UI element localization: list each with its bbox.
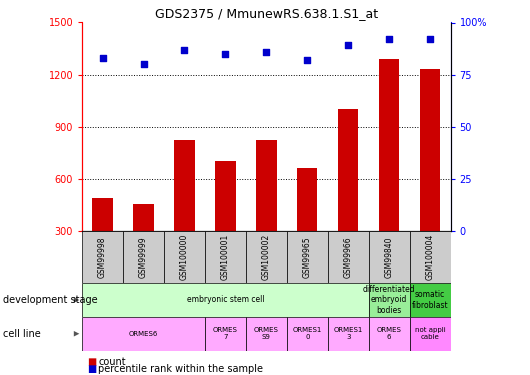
Bar xyxy=(369,317,410,351)
Point xyxy=(426,36,434,42)
Text: ORMES1
3: ORMES1 3 xyxy=(333,327,363,340)
Bar xyxy=(205,317,246,351)
Bar xyxy=(92,198,113,283)
Bar xyxy=(82,283,369,317)
Bar xyxy=(287,317,328,351)
Text: ORMES6: ORMES6 xyxy=(129,331,158,337)
Text: GSM99840: GSM99840 xyxy=(385,236,394,278)
Bar xyxy=(410,283,450,317)
Bar xyxy=(134,204,154,283)
Text: ■: ■ xyxy=(87,357,96,367)
Bar xyxy=(369,231,410,283)
Bar xyxy=(82,231,123,283)
Text: ORMES
S9: ORMES S9 xyxy=(254,327,279,340)
Bar xyxy=(338,109,358,283)
Bar xyxy=(256,140,277,283)
Text: cell line: cell line xyxy=(3,329,40,339)
Bar xyxy=(369,283,410,317)
Text: GSM100004: GSM100004 xyxy=(426,234,435,280)
Bar xyxy=(215,161,236,283)
Bar xyxy=(246,317,287,351)
Bar xyxy=(287,231,328,283)
Bar xyxy=(410,317,450,351)
Text: GSM99965: GSM99965 xyxy=(303,236,312,278)
Bar xyxy=(82,317,205,351)
Bar xyxy=(174,140,195,283)
Point xyxy=(344,42,352,48)
Text: GSM100002: GSM100002 xyxy=(262,234,271,280)
Point xyxy=(139,61,148,67)
Text: ORMES
7: ORMES 7 xyxy=(213,327,238,340)
Bar xyxy=(297,168,317,283)
Text: somatic
fibroblast: somatic fibroblast xyxy=(412,290,448,310)
Text: GSM100001: GSM100001 xyxy=(221,234,230,280)
Point xyxy=(99,55,107,61)
Text: differentiated
embryoid
bodies: differentiated embryoid bodies xyxy=(363,285,416,315)
Text: embryonic stem cell: embryonic stem cell xyxy=(187,296,264,304)
Text: ■: ■ xyxy=(87,364,96,374)
Text: percentile rank within the sample: percentile rank within the sample xyxy=(98,364,263,374)
Point xyxy=(221,51,229,57)
Bar xyxy=(205,231,246,283)
Text: development stage: development stage xyxy=(3,295,98,305)
Bar xyxy=(328,317,369,351)
Title: GDS2375 / MmunewRS.638.1.S1_at: GDS2375 / MmunewRS.638.1.S1_at xyxy=(155,7,378,20)
Point xyxy=(385,36,393,42)
Bar xyxy=(164,231,205,283)
Bar xyxy=(328,231,369,283)
Bar xyxy=(420,69,440,283)
Text: GSM99998: GSM99998 xyxy=(98,236,107,278)
Text: GSM99966: GSM99966 xyxy=(343,236,352,278)
Text: GSM100000: GSM100000 xyxy=(180,234,189,280)
Text: ORMES
6: ORMES 6 xyxy=(377,327,402,340)
Bar xyxy=(410,231,450,283)
Text: count: count xyxy=(98,357,126,367)
Text: ORMES1
0: ORMES1 0 xyxy=(293,327,322,340)
Point xyxy=(180,46,189,53)
Bar xyxy=(379,59,399,283)
Bar xyxy=(123,231,164,283)
Point xyxy=(262,49,270,55)
Text: not appli
cable: not appli cable xyxy=(414,327,445,340)
Text: GSM99999: GSM99999 xyxy=(139,236,148,278)
Bar xyxy=(246,231,287,283)
Point xyxy=(303,57,312,63)
